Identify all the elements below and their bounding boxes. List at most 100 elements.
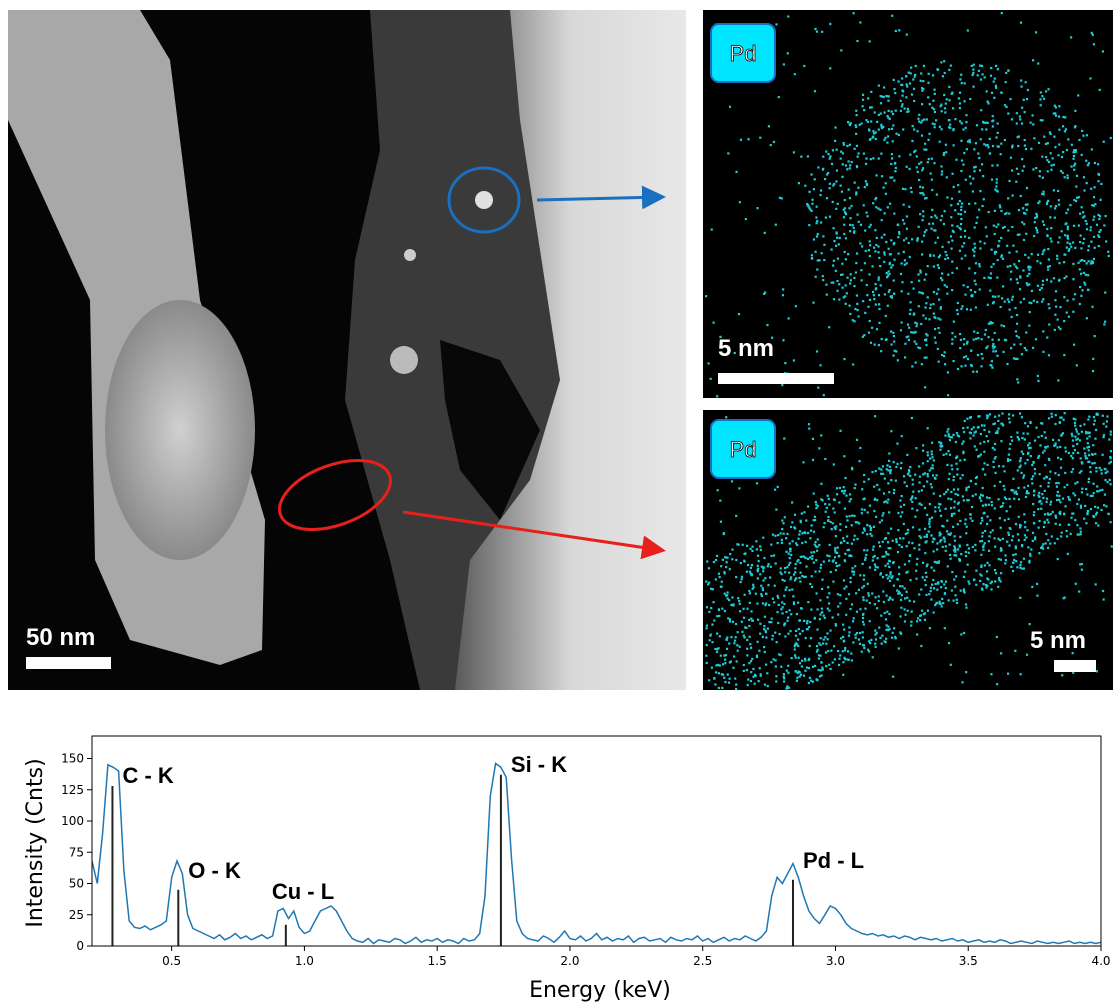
eds-dot xyxy=(984,542,986,544)
eds-dot xyxy=(955,159,957,161)
eds-dot xyxy=(749,548,751,550)
eds-dot xyxy=(845,258,847,260)
eds-dot xyxy=(705,295,707,297)
eds-dot xyxy=(878,595,880,597)
eds-dot xyxy=(795,577,797,579)
eds-dot xyxy=(1006,245,1008,247)
eds-dot xyxy=(808,224,810,226)
eds-dot xyxy=(1052,157,1054,159)
eds-dot xyxy=(978,70,980,72)
eds-dot xyxy=(803,531,805,533)
eds-dot xyxy=(916,166,918,168)
eds-dot xyxy=(711,623,713,625)
eds-dot xyxy=(938,534,940,536)
eds-dot xyxy=(885,638,887,640)
eds-dot xyxy=(934,336,936,338)
eds-dot xyxy=(1074,494,1076,496)
eds-dot xyxy=(887,482,889,484)
eds-dot xyxy=(789,578,791,580)
eds-dot xyxy=(934,510,936,512)
eds-dot xyxy=(848,555,850,557)
eds-dot xyxy=(942,546,944,548)
eds-dot xyxy=(911,281,913,283)
eds-dot xyxy=(964,82,966,84)
eds-dot xyxy=(849,144,851,146)
eds-dot xyxy=(1110,457,1112,459)
eds-dot xyxy=(988,550,990,552)
eds-dot xyxy=(1110,450,1112,452)
eds-dot xyxy=(1041,493,1043,495)
eds-dot xyxy=(933,550,935,552)
eds-dot xyxy=(859,608,861,610)
eds-dot xyxy=(775,675,777,677)
eds-dot xyxy=(755,593,757,595)
eds-dot xyxy=(866,294,868,296)
eds-dot xyxy=(904,356,906,358)
eds-dot xyxy=(999,206,1001,208)
eds-dot xyxy=(938,299,940,301)
eds-dot xyxy=(889,253,891,255)
eds-dot xyxy=(853,573,855,575)
eds-dot xyxy=(1041,253,1043,255)
eds-dot xyxy=(989,138,991,140)
eds-dot xyxy=(916,558,918,560)
eds-dot xyxy=(825,216,827,218)
x-tick-label: 1.5 xyxy=(428,954,447,968)
eds-dot xyxy=(954,118,956,120)
eds-dot xyxy=(1060,458,1062,460)
eds-dot xyxy=(1074,425,1076,427)
eds-dot xyxy=(751,550,753,552)
eds-dot xyxy=(903,239,905,241)
eds-dot xyxy=(849,608,851,610)
eds-dot xyxy=(884,253,886,255)
eds-dot xyxy=(893,335,895,337)
eds-dot xyxy=(826,596,828,598)
eds-dot xyxy=(1053,164,1055,166)
eds-dot xyxy=(940,539,942,541)
eds-dot xyxy=(1032,347,1034,349)
eds-dot xyxy=(820,221,822,223)
eds-dot xyxy=(944,111,946,113)
eds-dot xyxy=(1071,433,1073,435)
eds-dot xyxy=(865,157,867,159)
eds-dot xyxy=(811,199,813,201)
eds-dot xyxy=(979,241,981,243)
eds-dot xyxy=(1026,654,1028,656)
eds-dot xyxy=(798,182,800,184)
eds-dot xyxy=(774,489,776,491)
eds-dot xyxy=(800,156,802,158)
eds-dot xyxy=(765,636,767,638)
eds-dot xyxy=(991,322,993,324)
eds-dot xyxy=(836,565,838,567)
eds-dot xyxy=(922,562,924,564)
eds-dot xyxy=(859,643,861,645)
eds-dot xyxy=(1005,498,1007,500)
eds-dot xyxy=(924,472,926,474)
eds-dot xyxy=(926,514,928,516)
eds-dot xyxy=(1020,561,1022,563)
eds-dot xyxy=(823,259,825,261)
eds-dot xyxy=(780,532,782,534)
eds-dot xyxy=(927,473,929,475)
eds-dot xyxy=(1028,302,1030,304)
eds-dot xyxy=(975,142,977,144)
eds-dot xyxy=(827,153,829,155)
eds-dot xyxy=(1066,535,1068,537)
eds-dot xyxy=(946,530,948,532)
eds-dot xyxy=(1047,521,1049,523)
eds-dot xyxy=(943,537,945,539)
eds-dot xyxy=(946,98,948,100)
eds-dot xyxy=(862,636,864,638)
eds-dot xyxy=(940,165,942,167)
eds-dot xyxy=(731,480,733,482)
eds-dot xyxy=(878,85,880,87)
eds-dot xyxy=(960,308,962,310)
eds-dot xyxy=(767,584,769,586)
eds-dot xyxy=(950,558,952,560)
eds-dot xyxy=(718,615,720,617)
eds-dot xyxy=(994,188,996,190)
eds-dot xyxy=(889,596,891,598)
eds-dot xyxy=(1100,183,1102,185)
eds-dot xyxy=(724,556,726,558)
eds-dot xyxy=(1008,252,1010,254)
